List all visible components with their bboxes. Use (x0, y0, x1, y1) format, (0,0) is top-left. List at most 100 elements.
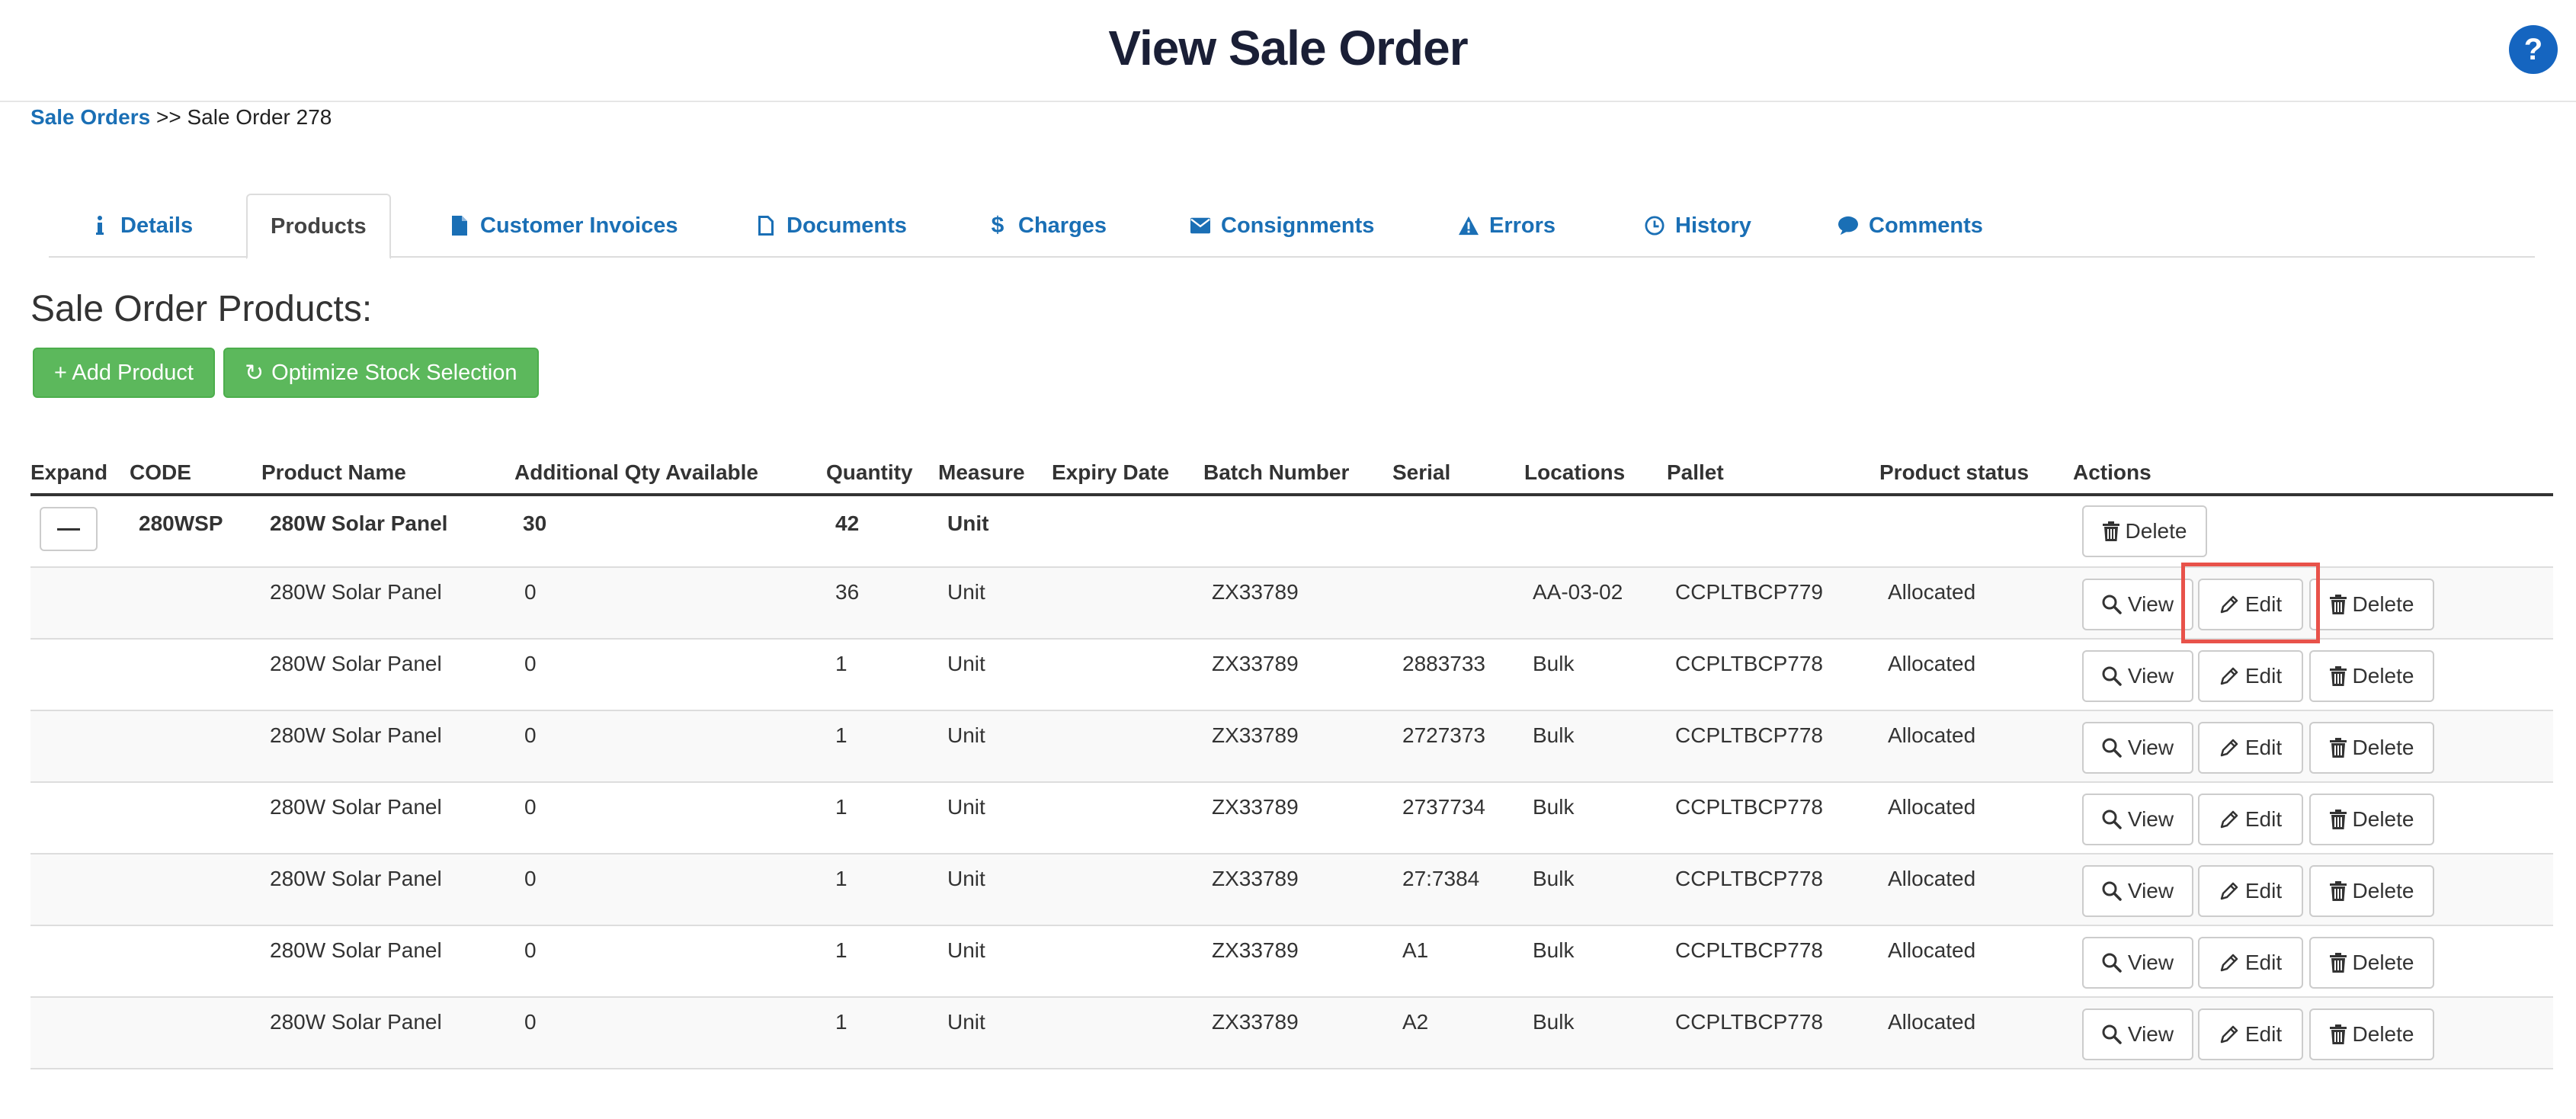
header-divider (30, 493, 2553, 496)
edit-label: Edit (2244, 736, 2283, 759)
edit-button[interactable]: Edit (2198, 865, 2303, 917)
edit-label: Edit (2244, 807, 2283, 831)
tab-label: Charges (1018, 213, 1107, 238)
breadcrumb-sale-orders-link[interactable]: Sale Orders (30, 105, 151, 129)
delete-label: Delete (2125, 519, 2187, 543)
edit-button[interactable]: Edit (2198, 650, 2303, 702)
cell-product-name: 280W Solar Panel (270, 652, 442, 675)
view-button[interactable]: View (2082, 579, 2193, 630)
view-button[interactable]: View (2082, 794, 2193, 845)
envelope-icon (1190, 215, 1210, 236)
cell-product-name: 280W Solar Panel (270, 511, 448, 535)
tab-consignments[interactable]: Consignments (1190, 194, 1374, 258)
delete-button[interactable]: Delete (2309, 937, 2434, 989)
cell-batch-number: ZX33789 (1212, 580, 1299, 604)
view-button[interactable]: View (2082, 937, 2193, 989)
cell-quantity: 1 (835, 1010, 847, 1034)
pencil-icon (2220, 882, 2238, 900)
search-icon (2102, 738, 2122, 758)
tab-errors[interactable]: Errors (1459, 194, 1556, 258)
view-label: View (2127, 1022, 2174, 1046)
search-icon (2102, 595, 2122, 614)
edit-label: Edit (2244, 1022, 2283, 1046)
cell-batch-number: ZX33789 (1212, 938, 1299, 962)
tab-label: Documents (787, 213, 907, 238)
table-row: 280W Solar Panel 0 36 Unit ZX33789 AA-03-02 CC… (30, 568, 2553, 640)
delete-button[interactable]: Delete (2309, 794, 2434, 845)
header-measure: Measure (938, 460, 1025, 484)
cell-quantity: 1 (835, 867, 847, 890)
cell-additional-qty: 0 (524, 652, 537, 675)
help-button[interactable]: ? (2509, 25, 2558, 74)
cell-measure: Unit (947, 511, 989, 535)
cell-location: Bulk (1533, 723, 1575, 747)
cell-serial: A1 (1402, 938, 1429, 962)
info-icon (90, 215, 110, 236)
table-row: 280W Solar Panel 0 1 Unit ZX33789 2883733 Bulk… (30, 640, 2553, 711)
edit-button[interactable]: Edit (2198, 794, 2303, 845)
tab-documents[interactable]: Documents (756, 194, 907, 258)
edit-button[interactable]: Edit (2198, 1008, 2303, 1060)
cell-batch-number: ZX33789 (1212, 795, 1299, 819)
pencil-icon (2220, 1025, 2238, 1044)
tab-history[interactable]: History (1645, 194, 1751, 258)
optimize-stock-selection-button[interactable]: ↻ Optimize Stock Selection (223, 348, 539, 398)
table-row: 280W Solar Panel 0 1 Unit ZX33789 A1 Bulk CCPLT… (30, 926, 2553, 998)
trash-icon (2329, 738, 2347, 758)
cell-quantity: 1 (835, 723, 847, 747)
header-code: CODE (130, 460, 191, 484)
edit-button[interactable]: Edit (2198, 937, 2303, 989)
cell-quantity: 1 (835, 652, 847, 675)
cell-pallet: CCPLTBCP778 (1675, 938, 1824, 962)
cell-status: Allocated (1888, 1010, 1976, 1034)
header-serial: Serial (1392, 460, 1451, 484)
top-bar: View Sale Order ? (0, 0, 2576, 102)
cell-quantity: 1 (835, 938, 847, 962)
delete-button[interactable]: Delete (2309, 1008, 2434, 1060)
cell-batch-number: ZX33789 (1212, 1010, 1299, 1034)
delete-button[interactable]: Delete (2309, 865, 2434, 917)
tab-details[interactable]: Details (90, 194, 193, 258)
edit-label: Edit (2244, 879, 2283, 903)
parent-product-row: 280WSP 280W Solar Panel 30 42 Unit Delet… (30, 496, 2553, 568)
view-label: View (2127, 664, 2174, 688)
optimize-label: Optimize Stock Selection (271, 360, 517, 385)
view-label: View (2127, 736, 2174, 759)
tab-comments[interactable]: Comments (1838, 194, 1983, 258)
cell-serial: 2883733 (1402, 652, 1486, 675)
tab-charges[interactable]: $ Charges (988, 194, 1107, 258)
header-additional-qty: Additional Qty Available (514, 460, 758, 484)
cell-measure: Unit (947, 652, 985, 675)
view-button[interactable]: View (2082, 650, 2193, 702)
cell-batch-number: ZX33789 (1212, 723, 1299, 747)
view-button[interactable]: View (2082, 722, 2193, 774)
search-icon (2102, 666, 2122, 686)
add-product-button[interactable]: + Add Product (33, 348, 215, 398)
collapse-button[interactable] (40, 507, 98, 551)
cell-additional-qty: 30 (523, 511, 547, 535)
tab-products[interactable]: Products (246, 194, 391, 259)
delete-button[interactable]: Delete (2309, 650, 2434, 702)
delete-button[interactable]: Delete (2309, 722, 2434, 774)
tab-label: Errors (1489, 213, 1556, 238)
trash-icon (2329, 953, 2347, 973)
tab-customer-invoices[interactable]: Customer Invoices (450, 194, 678, 258)
cell-location: Bulk (1533, 867, 1575, 890)
edit-button[interactable]: Edit (2198, 579, 2303, 630)
trash-icon (2329, 1024, 2347, 1044)
edit-button[interactable]: Edit (2198, 722, 2303, 774)
search-icon (2102, 1024, 2122, 1044)
delete-button[interactable]: Delete (2309, 579, 2434, 630)
delete-label: Delete (2352, 879, 2414, 903)
breadcrumb-current: Sale Order 278 (187, 105, 332, 129)
delete-button[interactable]: Delete (2082, 505, 2207, 557)
trash-icon (2329, 810, 2347, 829)
breadcrumb-separator: >> (155, 105, 181, 129)
header-batch-number: Batch Number (1203, 460, 1350, 484)
cell-status: Allocated (1888, 580, 1976, 604)
search-icon (2102, 810, 2122, 829)
cell-measure: Unit (947, 1010, 985, 1034)
view-button[interactable]: View (2082, 1008, 2193, 1060)
trash-icon (2329, 666, 2347, 686)
view-button[interactable]: View (2082, 865, 2193, 917)
